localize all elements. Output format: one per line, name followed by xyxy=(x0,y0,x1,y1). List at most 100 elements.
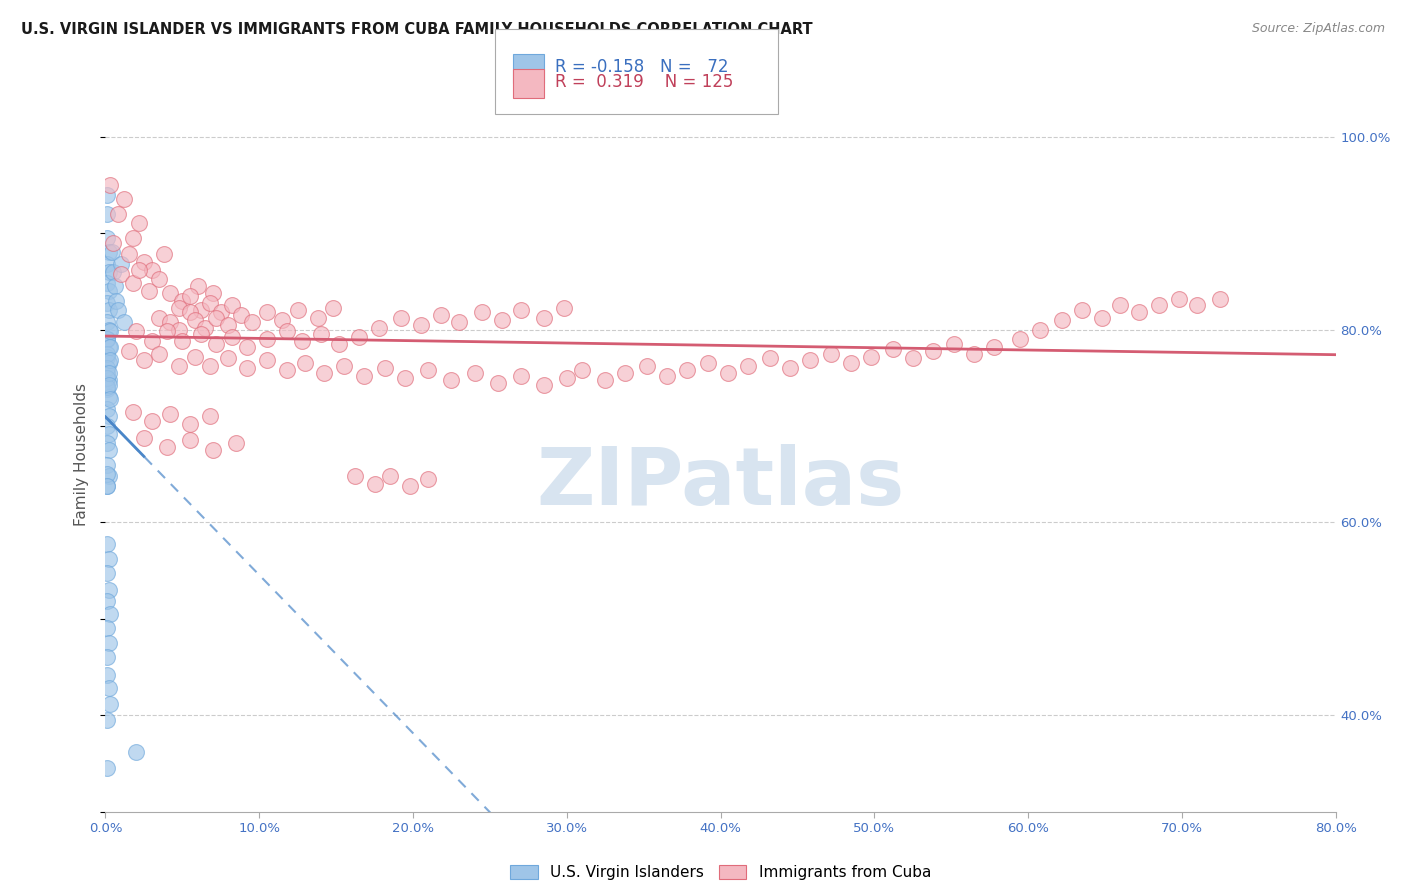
Text: Source: ZipAtlas.com: Source: ZipAtlas.com xyxy=(1251,22,1385,36)
Point xyxy=(614,366,637,380)
Point xyxy=(697,356,720,370)
Point xyxy=(97,426,120,441)
Point xyxy=(98,392,121,406)
Point xyxy=(202,285,225,300)
Point xyxy=(389,310,412,325)
Point xyxy=(1209,292,1232,306)
Point xyxy=(533,310,555,325)
Point xyxy=(141,334,163,348)
Point xyxy=(97,390,120,404)
Point xyxy=(675,363,697,377)
Point xyxy=(1010,332,1032,346)
Point xyxy=(96,295,118,310)
Point xyxy=(97,469,120,483)
Point xyxy=(97,409,120,424)
Point xyxy=(218,318,240,332)
Point xyxy=(309,327,332,342)
Point xyxy=(509,303,531,318)
Point xyxy=(553,301,575,316)
Point xyxy=(307,310,329,325)
Point xyxy=(97,443,120,458)
Point xyxy=(138,284,160,298)
Point xyxy=(96,419,118,434)
Point xyxy=(97,303,120,318)
Point xyxy=(229,308,252,322)
Point xyxy=(347,330,370,344)
Point xyxy=(112,315,135,329)
Point xyxy=(799,353,821,368)
Y-axis label: Family Households: Family Households xyxy=(75,384,90,526)
Point xyxy=(132,255,155,269)
Point xyxy=(96,231,118,245)
Point xyxy=(183,313,205,327)
Point xyxy=(363,476,385,491)
Text: U.S. VIRGIN ISLANDER VS IMMIGRANTS FROM CUBA FAMILY HOUSEHOLDS CORRELATION CHART: U.S. VIRGIN ISLANDER VS IMMIGRANTS FROM … xyxy=(21,22,813,37)
Point xyxy=(96,332,118,346)
Point xyxy=(221,298,243,312)
Point xyxy=(291,334,314,348)
Point xyxy=(97,245,120,260)
Point xyxy=(97,284,120,298)
Point xyxy=(221,330,243,344)
Point xyxy=(343,469,366,483)
Point xyxy=(190,327,212,342)
Point xyxy=(100,245,122,260)
Point xyxy=(198,295,221,310)
Point xyxy=(179,434,201,448)
Point xyxy=(179,289,201,303)
Point xyxy=(97,373,120,387)
Point xyxy=(901,351,924,366)
Point xyxy=(96,315,118,329)
Point xyxy=(122,277,145,291)
Point xyxy=(97,322,120,336)
Point xyxy=(449,315,471,329)
Point xyxy=(96,366,118,380)
Point xyxy=(172,293,194,308)
Point xyxy=(97,378,120,392)
Point xyxy=(187,279,209,293)
Text: R = -0.158   N =   72: R = -0.158 N = 72 xyxy=(555,58,728,76)
Point xyxy=(256,305,278,319)
Point xyxy=(156,325,179,339)
Point xyxy=(737,359,759,374)
Point xyxy=(112,193,135,207)
Point xyxy=(141,414,163,428)
Point xyxy=(97,681,120,696)
Point xyxy=(97,366,120,380)
Point xyxy=(1128,305,1150,319)
Point xyxy=(96,257,118,271)
Point xyxy=(101,265,124,279)
Point xyxy=(183,350,205,364)
Point xyxy=(96,713,118,727)
Point xyxy=(276,363,298,377)
Point xyxy=(148,272,170,286)
Point xyxy=(236,361,259,376)
Point xyxy=(190,303,212,318)
Legend: U.S. Virgin Islanders, Immigrants from Cuba: U.S. Virgin Islanders, Immigrants from C… xyxy=(503,859,938,886)
Point xyxy=(194,320,217,334)
Point xyxy=(333,359,356,374)
Point xyxy=(464,366,486,380)
Point xyxy=(148,310,170,325)
Point xyxy=(1050,313,1073,327)
Point xyxy=(132,353,155,368)
Point xyxy=(104,279,127,293)
Point xyxy=(98,607,121,621)
Point xyxy=(983,340,1005,354)
Point xyxy=(96,332,118,346)
Point xyxy=(198,409,221,424)
Point xyxy=(96,458,118,472)
Point xyxy=(236,340,259,354)
Point xyxy=(128,262,150,277)
Point xyxy=(122,231,145,245)
Point xyxy=(399,479,422,493)
Point xyxy=(860,350,883,364)
Point xyxy=(101,235,124,250)
Point xyxy=(368,320,391,334)
Point xyxy=(429,308,451,322)
Point xyxy=(374,361,396,376)
Point xyxy=(240,315,263,329)
Point xyxy=(96,380,118,394)
Point xyxy=(963,346,986,360)
Point xyxy=(276,325,298,339)
